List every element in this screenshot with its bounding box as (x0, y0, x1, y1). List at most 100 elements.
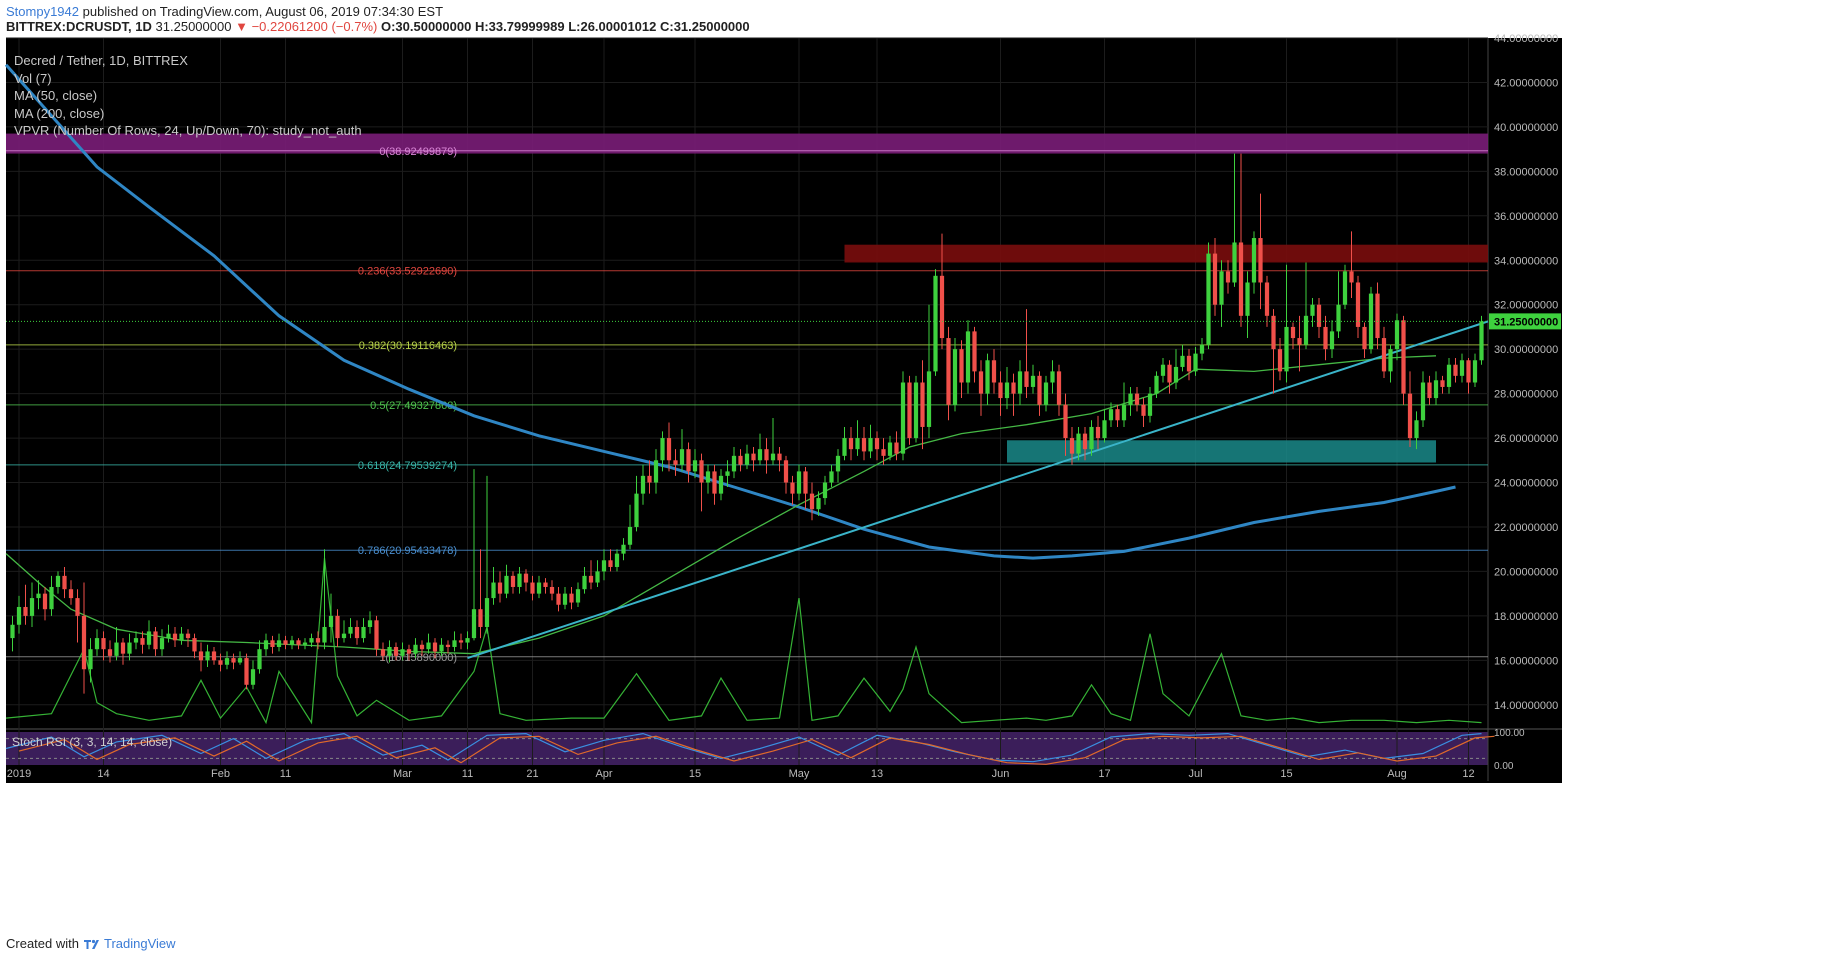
candle-body (510, 575, 516, 587)
candle-body (1388, 349, 1393, 372)
x-tick-label: 11 (280, 768, 291, 780)
candle-body (543, 582, 548, 587)
candle-body (1102, 420, 1107, 439)
candle-body (972, 331, 977, 372)
y-tick-label: 40.00000000 (1494, 122, 1558, 134)
candle-body (647, 475, 652, 483)
candle-body (328, 615, 334, 627)
candle-body (588, 575, 594, 583)
legend-item-ma200[interactable]: MA (200, close) (14, 105, 105, 121)
x-tick-label: Jun (992, 768, 1010, 780)
candle-body (1147, 393, 1153, 416)
legend-item-volume[interactable]: Vol (7) (14, 70, 52, 86)
candle-body (627, 526, 633, 545)
candle-body (757, 449, 763, 461)
candle-body (1063, 404, 1068, 439)
candle-body (1310, 304, 1315, 316)
candle-body (926, 371, 932, 427)
candle-body (868, 438, 873, 452)
candle-body (1056, 371, 1062, 405)
candle-body (907, 382, 912, 439)
candle-body (790, 482, 795, 494)
y-tick-label: 44.00000000 (1494, 33, 1558, 45)
publisher-name[interactable]: Stompy1942 (6, 4, 79, 19)
candle-body (1232, 242, 1237, 283)
candle-body (315, 638, 321, 643)
candle-body (1004, 382, 1010, 399)
candle-body (211, 651, 217, 661)
published-text: published on TradingView.com, August 06,… (82, 4, 444, 19)
candle-body (81, 615, 87, 670)
candle-body (712, 471, 717, 494)
candle-body (1180, 355, 1185, 367)
candle-body (718, 475, 724, 494)
candle-body (146, 631, 152, 645)
candle-body (959, 349, 964, 383)
candle-body (536, 582, 542, 594)
candle-body (1225, 271, 1231, 283)
candle-body (94, 638, 100, 650)
candle-body (829, 471, 834, 483)
candle-body (1251, 238, 1257, 283)
candle-body (1264, 282, 1270, 316)
y-tick-label: 14.00000000 (1494, 700, 1558, 712)
candle-body (887, 442, 893, 456)
last-price-label: 31.25000000 (1494, 316, 1558, 328)
candle-body (939, 275, 945, 339)
fib-level-label: 1(16.15890000) (379, 652, 457, 664)
candle-body (952, 349, 958, 405)
candle-body (218, 660, 223, 665)
candle-body (62, 575, 67, 590)
candle-body (848, 438, 854, 450)
candle-body (400, 649, 405, 656)
candle-body (1271, 315, 1276, 350)
candle-body (1394, 320, 1400, 350)
candle-body (1277, 349, 1283, 372)
fib-level-label: 0(38.92499879) (379, 146, 457, 158)
candle-body (582, 575, 587, 590)
candle-body (946, 338, 951, 405)
candle-body (1115, 409, 1120, 421)
tradingview-link[interactable]: TradingView (104, 936, 176, 951)
candle-body (341, 633, 347, 639)
candle-body (445, 644, 451, 647)
y-tick-label: 18.00000000 (1494, 611, 1558, 623)
legend-item-ma50[interactable]: MA (50, close) (14, 88, 98, 103)
candle-body (1336, 304, 1341, 332)
candle-body (569, 593, 574, 603)
candle-body (1173, 366, 1179, 383)
legend-item-vpvr[interactable]: VPVR (Number Of Rows, 24, Up/Down, 70): … (14, 123, 362, 138)
y-tick-label: 16.00000000 (1494, 655, 1558, 667)
fib-level-label: 0.618(24.79539274) (358, 460, 457, 472)
candle-body (725, 471, 730, 476)
candle-body (796, 471, 802, 494)
candle-body (296, 640, 301, 645)
candle-body (387, 646, 392, 656)
x-tick-label: 21 (526, 768, 538, 780)
candle-body (374, 620, 379, 650)
indicator-legend: Decred / Tether, 1D, BITTREX Vol (7) MA … (14, 52, 362, 140)
candle-body (985, 360, 990, 394)
stoch-label: Stoch RSI (3, 3, 14, 14, close) (12, 735, 172, 749)
candle-body (1193, 353, 1198, 372)
candle-body (933, 275, 938, 372)
candle-body (322, 626, 327, 643)
candle-body (140, 638, 145, 645)
fib-level-label: 0.5(27.49327868) (370, 400, 457, 412)
x-tick-label: Aug (1387, 768, 1407, 780)
candle-body (114, 642, 119, 656)
candle-body (621, 544, 626, 554)
candle-body (192, 638, 197, 652)
candle-body (692, 460, 698, 472)
candle-body (1466, 360, 1471, 383)
candle-body (159, 638, 165, 650)
candle-body (998, 382, 1003, 399)
candle-body (23, 606, 28, 616)
candle-body (224, 658, 230, 665)
candle-body (1134, 393, 1140, 405)
candle-body (1076, 433, 1081, 454)
candle-body (1121, 404, 1127, 421)
candle-body (491, 582, 496, 599)
y-tick-label: 20.00000000 (1494, 566, 1558, 578)
